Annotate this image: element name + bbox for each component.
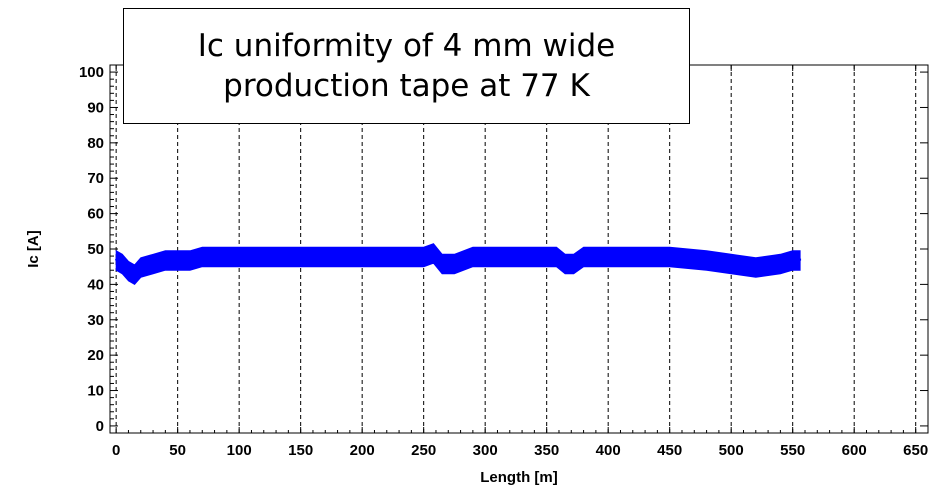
- x-tick-label: 100: [227, 442, 252, 459]
- x-tick-label: 550: [780, 442, 805, 459]
- ic-data-point: [238, 255, 241, 258]
- ic-data-point: [754, 265, 757, 268]
- y-tick-label: 80: [87, 135, 104, 152]
- ic-data-point: [432, 251, 435, 254]
- ic-data-point: [398, 255, 401, 258]
- ic-data-point: [572, 262, 575, 265]
- ic-data-point: [453, 262, 456, 265]
- x-tick-label: 350: [534, 442, 559, 459]
- y-axis-title: Ic [A]: [25, 230, 42, 268]
- y-tick-label: 50: [87, 241, 104, 258]
- x-tick-label: 450: [657, 442, 682, 459]
- y-tick-label: 60: [87, 206, 104, 223]
- y-tick-label: 100: [79, 64, 104, 81]
- x-tick-label: 500: [719, 442, 744, 459]
- y-tick-label: 10: [87, 383, 104, 400]
- y-tick-label: 0: [96, 418, 104, 435]
- axis-ticks: 0 50 100 150 200 250 300 350 400 450 500 550 600 650 0…: [79, 64, 928, 459]
- data-points: [115, 243, 802, 286]
- chart-title-line-1: Ic uniformity of 4 mm wide: [197, 28, 616, 64]
- chart-title: Ic uniformity of 4 mm wide production ta…: [198, 26, 615, 106]
- x-tick-label: 650: [903, 442, 928, 459]
- ic-data-point: [299, 255, 302, 258]
- ic-data-point: [484, 255, 487, 258]
- x-tick-label: 200: [350, 442, 375, 459]
- x-tick-label: 300: [473, 442, 498, 459]
- ic-data-point: [361, 255, 364, 258]
- x-tick-label: 250: [411, 442, 436, 459]
- chart-title-box: Ic uniformity of 4 mm wide production ta…: [123, 8, 690, 124]
- ic-data-point: [555, 255, 558, 258]
- ic-data-point: [545, 255, 548, 258]
- ic-data-point: [422, 255, 425, 258]
- ic-data-point: [441, 262, 444, 265]
- ic-data-point: [668, 255, 671, 258]
- ic-data-point: [336, 255, 339, 258]
- chart-title-line-2: production tape at 77 K: [223, 68, 590, 104]
- x-tick-label: 0: [112, 442, 120, 459]
- ic-data-point: [471, 255, 474, 258]
- ic-data-point: [508, 255, 511, 258]
- ic-data-point: [152, 262, 155, 265]
- ic-data-point: [127, 269, 130, 272]
- ic-data-point: [213, 255, 216, 258]
- y-tick-label: 90: [87, 99, 104, 116]
- ic-data-point: [564, 262, 567, 265]
- ic-data-band: [115, 243, 801, 286]
- ic-data-point: [164, 258, 167, 261]
- y-tick-label: 30: [87, 312, 104, 329]
- y-tick-label: 70: [87, 170, 104, 187]
- y-tick-label: 20: [87, 347, 104, 364]
- y-tick-label: 40: [87, 276, 104, 293]
- ic-data-point: [582, 255, 585, 258]
- ic-data-point: [121, 262, 124, 265]
- ic-data-point: [730, 262, 733, 265]
- ic-data-point: [631, 255, 634, 258]
- ic-data-point: [533, 255, 536, 258]
- x-tick-label: 150: [288, 442, 313, 459]
- ic-data-point: [201, 255, 204, 258]
- x-axis-title: Length [m]: [480, 469, 557, 486]
- ic-data-point: [115, 258, 118, 261]
- ic-data-point: [799, 258, 802, 261]
- x-tick-label: 400: [596, 442, 621, 459]
- ic-data-point: [607, 255, 610, 258]
- ic-data-point: [779, 262, 782, 265]
- x-tick-label: 50: [169, 442, 186, 459]
- ic-data-point: [705, 258, 708, 261]
- ic-data-point: [133, 272, 136, 275]
- x-tick-label: 600: [842, 442, 867, 459]
- ic-data-point: [139, 265, 142, 268]
- ic-data-point: [791, 258, 794, 261]
- ic-data-point: [594, 255, 597, 258]
- ic-data-point: [176, 258, 179, 261]
- ic-data-point: [188, 258, 191, 261]
- ic-data-point: [262, 255, 265, 258]
